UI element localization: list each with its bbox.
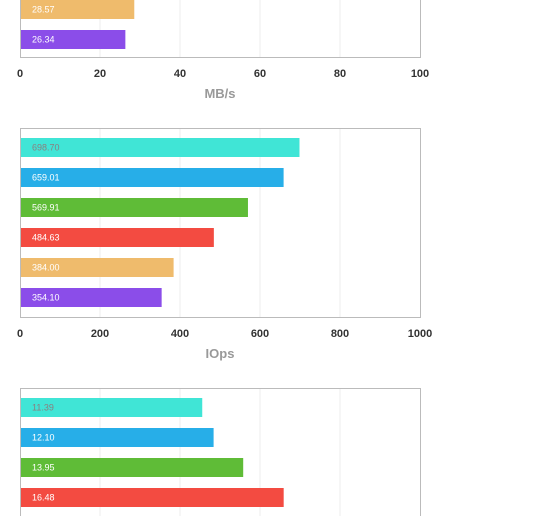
x-tick-label: 60: [254, 68, 266, 80]
bar: [21, 458, 244, 477]
bar: [21, 398, 203, 417]
bar: [21, 488, 284, 507]
bar-value-label: 659.01: [32, 173, 60, 183]
x-tick-label: 200: [91, 328, 109, 340]
x-tick-label: 80: [334, 68, 346, 80]
bar-value-label: 13.95: [32, 463, 55, 473]
bar-value-label: 354.10: [32, 293, 60, 303]
x-tick-label: 20: [94, 68, 106, 80]
bar: [21, 288, 162, 307]
bar: [21, 258, 174, 277]
x-tick-label: 800: [331, 328, 349, 340]
x-tick-label: 1000: [408, 328, 432, 340]
bar-value-label: 28.57: [32, 5, 55, 15]
bar-value-label: 12.10: [32, 433, 55, 443]
bar-value-label: 569.91: [32, 203, 60, 213]
x-tick-label: 40: [174, 68, 186, 80]
bar: [21, 0, 135, 19]
x-tick-label: 400: [171, 328, 189, 340]
plot-frame: [20, 128, 421, 318]
x-axis-label: IOps: [206, 346, 235, 361]
bar-value-label: 26.34: [32, 35, 55, 45]
x-tick-label: 600: [251, 328, 269, 340]
plot-frame: [20, 0, 421, 58]
mbps-chart: 28.57 26.34 0 20 40 60 80 100 MB/s: [17, 0, 429, 101]
x-tick-label: 0: [17, 68, 23, 80]
bar-value-label: 11.39: [32, 403, 54, 413]
bar-value-label: 384.00: [32, 263, 60, 273]
iops-chart: 698.70 659.01 569.91 484.63 384.00 354.10 0 200…: [17, 128, 432, 361]
plot-frame: [20, 388, 421, 516]
x-axis-label: MB/s: [204, 86, 235, 101]
bar: [21, 30, 126, 49]
x-tick-label: 0: [17, 328, 23, 340]
bar: [21, 198, 248, 217]
x-tick-label: 100: [411, 68, 429, 80]
latency-chart: 11.39 12.10 13.95 16.48: [20, 388, 421, 516]
bar-value-label: 16.48: [32, 493, 55, 503]
bar-value-label: 698.70: [32, 143, 60, 153]
bar: [21, 168, 284, 187]
bar: [21, 138, 300, 157]
bar: [21, 428, 214, 447]
bar-value-label: 484.63: [32, 233, 60, 243]
bar: [21, 228, 214, 247]
